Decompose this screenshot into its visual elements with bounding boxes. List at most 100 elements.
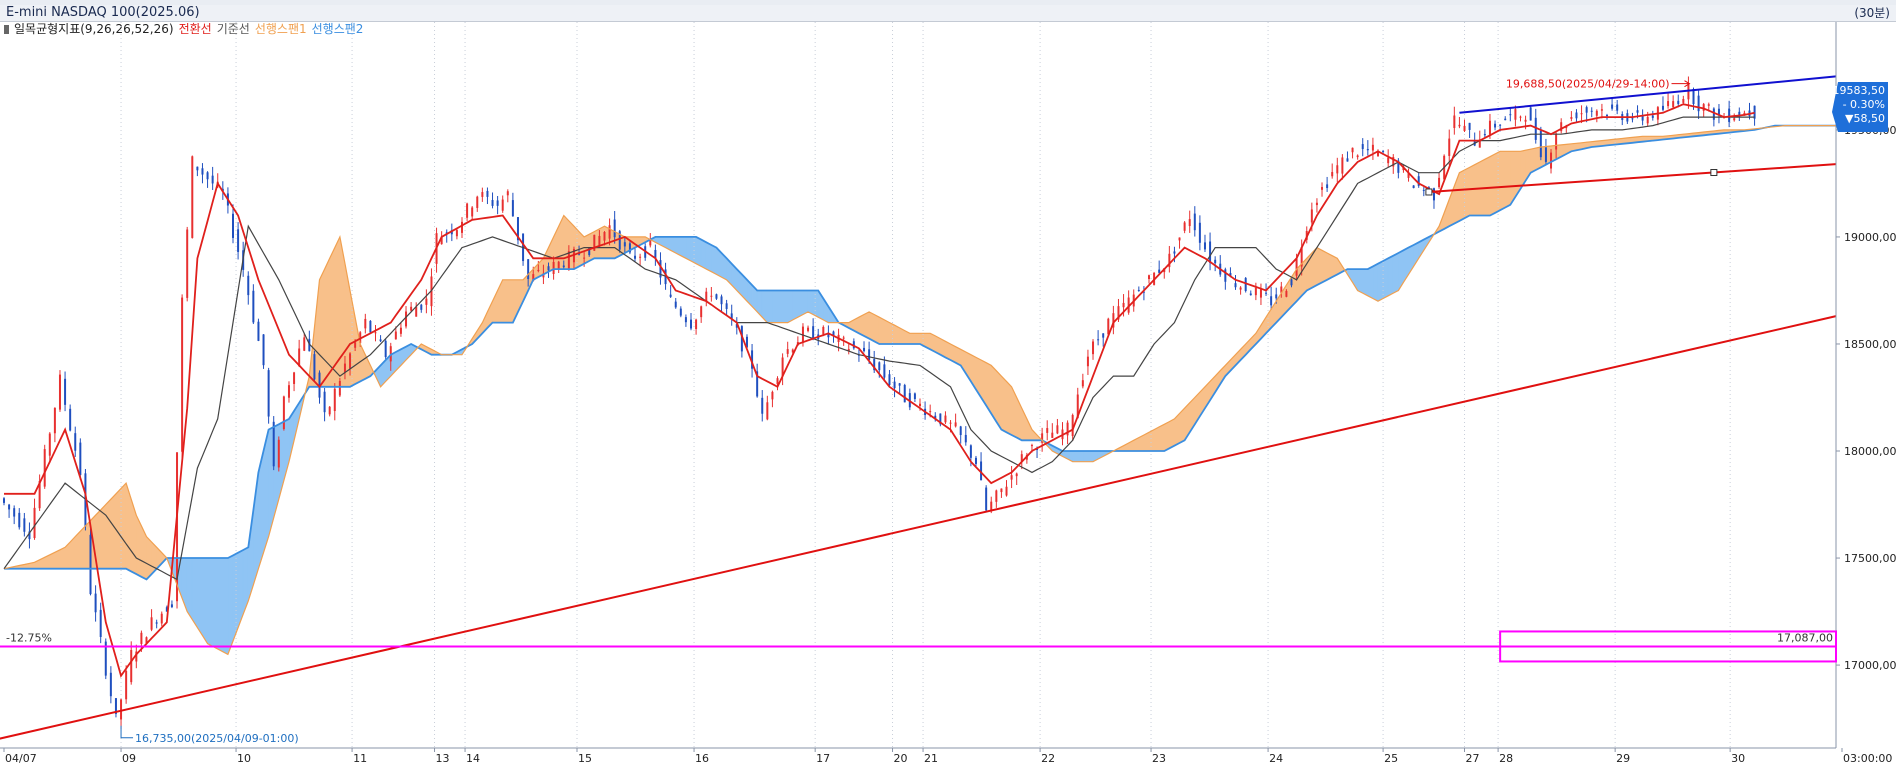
- high-arrow-icon: [1671, 80, 1691, 88]
- candle-body: [74, 433, 77, 451]
- candle-body: [53, 407, 56, 434]
- candle-body: [919, 403, 921, 406]
- candle-body: [756, 371, 759, 397]
- x-tick-label: 11: [353, 752, 367, 765]
- candle-body: [1575, 112, 1578, 119]
- candle-body: [1137, 289, 1140, 291]
- candle-body: [1081, 380, 1084, 387]
- legend-kijun[interactable]: 기준선: [216, 22, 250, 36]
- legend-tenkan[interactable]: 전환선: [178, 22, 212, 36]
- candle-body: [1010, 475, 1013, 480]
- candle-body: [898, 383, 901, 386]
- candle-body: [1499, 124, 1502, 126]
- candle-body: [1580, 113, 1583, 115]
- candle-body: [3, 498, 5, 503]
- candle-body: [583, 257, 586, 259]
- candle-body: [1346, 158, 1349, 162]
- candle-body: [827, 333, 830, 338]
- candle-body: [1733, 118, 1736, 121]
- x-tick-label: 15: [578, 752, 592, 765]
- y-tick-label: 18000,00: [1844, 445, 1896, 458]
- candle-body: [1051, 432, 1054, 438]
- candle-body: [598, 235, 601, 247]
- candle-body: [695, 319, 698, 330]
- candle-body: [114, 698, 117, 714]
- candle-body: [1259, 289, 1262, 298]
- candle-body: [1193, 213, 1196, 231]
- candle-body: [1509, 114, 1512, 116]
- cloud-segment: [1387, 255, 1394, 297]
- cloud-segment: [1316, 247, 1323, 286]
- candle-body: [903, 385, 906, 403]
- legend-span1[interactable]: 선행스팬1: [254, 22, 307, 36]
- candle-body: [1366, 149, 1369, 151]
- candle-body: [1397, 160, 1400, 173]
- candle-body: [1453, 115, 1456, 128]
- candle-body: [1432, 188, 1435, 201]
- cloud-segment: [695, 236, 702, 267]
- candle-body: [618, 231, 621, 250]
- cloud-segment: [1011, 386, 1017, 439]
- candle-body: [807, 327, 810, 331]
- candle-body: [1198, 222, 1201, 243]
- candle-body: [1183, 222, 1186, 231]
- cloud-segment: [792, 290, 799, 321]
- candle-body: [1092, 341, 1095, 355]
- candle-body: [506, 191, 509, 196]
- cloud-segment: [1357, 268, 1364, 294]
- candle-body: [649, 240, 652, 246]
- candle-body: [1030, 445, 1033, 447]
- candle-body: [557, 261, 560, 269]
- candle-body: [1203, 242, 1206, 250]
- cloud-segment: [700, 239, 707, 270]
- candle-body: [349, 353, 352, 369]
- cloud-segment: [130, 499, 137, 575]
- legend-indicator[interactable]: 일목균형지표(9,26,26,52,26): [14, 22, 174, 36]
- trendline-lower-channel: [1428, 163, 1837, 193]
- cloud-segment: [186, 557, 193, 621]
- x-tick-label: 30: [1731, 752, 1745, 765]
- candle-body: [883, 364, 886, 378]
- candle-body: [318, 372, 321, 398]
- cloud-segment: [1362, 268, 1369, 297]
- candle-body: [1651, 115, 1654, 118]
- legend-span2[interactable]: 선행스팬2: [311, 22, 364, 36]
- cloud-segment: [1489, 153, 1496, 217]
- candle-body: [237, 229, 240, 252]
- candle-body: [379, 339, 382, 342]
- cloud-segment: [1372, 263, 1379, 302]
- candle-body: [476, 196, 479, 208]
- candle-body: [1234, 283, 1237, 288]
- low-arrow-icon: [120, 725, 134, 739]
- candle-body: [1377, 151, 1379, 156]
- cloud-segment: [1072, 450, 1079, 463]
- candle-body: [740, 326, 743, 352]
- cloud-segment: [232, 552, 239, 642]
- candle-body: [868, 349, 871, 360]
- candle-body: [1336, 165, 1339, 174]
- cloud-segment: [1026, 418, 1033, 441]
- candle-body: [496, 200, 499, 206]
- candle-body: [1585, 107, 1588, 113]
- candle-body: [944, 415, 947, 423]
- candle-body: [94, 593, 97, 613]
- candle-body: [1020, 454, 1023, 462]
- y-tick-label: 19000,00: [1844, 231, 1896, 244]
- candle-body: [679, 308, 682, 316]
- candle-body: [949, 422, 952, 424]
- candle-body: [1321, 187, 1324, 190]
- cloud-segment: [197, 557, 203, 637]
- candle-body: [669, 294, 672, 297]
- chart-period[interactable]: (30분): [1854, 6, 1890, 20]
- cloud-segment: [1443, 199, 1450, 230]
- candle-body: [206, 172, 209, 180]
- candle-body: [1682, 98, 1685, 103]
- candle-body: [201, 168, 204, 175]
- candle-body: [781, 357, 784, 377]
- cloud-segment: [772, 290, 778, 323]
- candle-body: [1570, 117, 1573, 119]
- candle-body: [135, 651, 138, 662]
- candle-body: [516, 217, 519, 241]
- candle-body: [277, 439, 280, 468]
